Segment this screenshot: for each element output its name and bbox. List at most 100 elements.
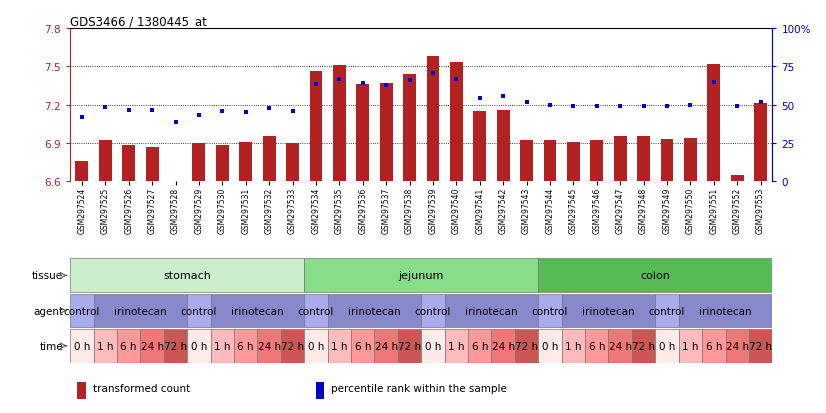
- Text: GDS3466 / 1380445_at: GDS3466 / 1380445_at: [70, 15, 207, 28]
- Bar: [614, 137, 627, 182]
- Bar: [316, 382, 325, 399]
- Text: 24 h: 24 h: [726, 341, 748, 351]
- Point: [99, 104, 112, 111]
- Point: [75, 115, 88, 121]
- Text: control: control: [415, 306, 451, 316]
- Bar: [70, 294, 93, 328]
- Bar: [304, 294, 328, 328]
- Point: [240, 109, 253, 116]
- Text: 72 h: 72 h: [515, 341, 538, 351]
- Bar: [491, 329, 515, 363]
- Point: [216, 108, 229, 115]
- Bar: [234, 329, 258, 363]
- Text: irinotecan: irinotecan: [348, 306, 401, 316]
- Bar: [70, 259, 304, 292]
- Text: 1 h: 1 h: [331, 341, 348, 351]
- Bar: [263, 137, 276, 182]
- Text: 6 h: 6 h: [354, 341, 371, 351]
- Bar: [585, 329, 609, 363]
- Point: [614, 103, 627, 110]
- Bar: [754, 104, 767, 182]
- Bar: [211, 294, 304, 328]
- Point: [544, 102, 557, 109]
- Text: irinotecan: irinotecan: [114, 306, 167, 316]
- Point: [192, 112, 206, 119]
- Point: [707, 79, 720, 85]
- Bar: [544, 141, 557, 182]
- Text: 1 h: 1 h: [682, 341, 699, 351]
- Text: percentile rank within the sample: percentile rank within the sample: [331, 383, 507, 393]
- Bar: [520, 141, 533, 182]
- Bar: [749, 329, 772, 363]
- Bar: [655, 294, 679, 328]
- Bar: [258, 329, 281, 363]
- Point: [263, 106, 276, 112]
- Text: 6 h: 6 h: [589, 341, 605, 351]
- Point: [426, 70, 439, 77]
- Bar: [211, 329, 234, 363]
- Point: [310, 82, 323, 88]
- Bar: [286, 143, 299, 182]
- Bar: [188, 329, 211, 363]
- Bar: [374, 329, 398, 363]
- Bar: [164, 329, 188, 363]
- Bar: [444, 329, 468, 363]
- Bar: [93, 294, 188, 328]
- Bar: [421, 329, 444, 363]
- Text: irinotecan: irinotecan: [582, 306, 635, 316]
- Point: [591, 103, 604, 110]
- Text: 24 h: 24 h: [140, 341, 164, 351]
- Text: jejunum: jejunum: [399, 271, 444, 281]
- Point: [473, 96, 487, 102]
- Bar: [70, 329, 93, 363]
- Bar: [328, 294, 421, 328]
- Point: [333, 76, 346, 83]
- Text: control: control: [64, 306, 100, 316]
- Bar: [637, 137, 650, 182]
- Text: control: control: [532, 306, 568, 316]
- Text: 24 h: 24 h: [375, 341, 397, 351]
- Point: [380, 83, 393, 90]
- Bar: [632, 329, 655, 363]
- Bar: [380, 84, 392, 182]
- Point: [637, 103, 650, 110]
- Bar: [679, 294, 772, 328]
- Bar: [140, 329, 164, 363]
- Text: irinotecan: irinotecan: [231, 306, 284, 316]
- Bar: [702, 329, 725, 363]
- Point: [122, 107, 135, 114]
- Text: 0 h: 0 h: [659, 341, 675, 351]
- Bar: [655, 329, 679, 363]
- Text: 0 h: 0 h: [74, 341, 90, 351]
- Bar: [122, 146, 135, 182]
- Point: [169, 120, 183, 126]
- Bar: [496, 110, 510, 182]
- Text: stomach: stomach: [164, 271, 211, 281]
- Text: agent: agent: [33, 306, 64, 316]
- Bar: [725, 329, 749, 363]
- Text: 24 h: 24 h: [609, 341, 632, 351]
- Bar: [539, 259, 772, 292]
- Text: irinotecan: irinotecan: [465, 306, 518, 316]
- Bar: [93, 329, 117, 363]
- Text: colon: colon: [640, 271, 670, 281]
- Bar: [609, 329, 632, 363]
- Text: 72 h: 72 h: [281, 341, 304, 351]
- Text: 1 h: 1 h: [97, 341, 113, 351]
- Bar: [356, 85, 369, 182]
- Bar: [192, 143, 206, 182]
- Bar: [328, 329, 351, 363]
- Bar: [351, 329, 374, 363]
- Text: control: control: [648, 306, 686, 316]
- Point: [520, 100, 534, 106]
- Text: control: control: [297, 306, 335, 316]
- Bar: [310, 72, 322, 182]
- Bar: [444, 294, 539, 328]
- Text: 6 h: 6 h: [238, 341, 254, 351]
- Bar: [304, 329, 328, 363]
- Point: [660, 103, 673, 110]
- Bar: [216, 146, 229, 182]
- Text: control: control: [181, 306, 217, 316]
- Text: 6 h: 6 h: [705, 341, 722, 351]
- Text: 72 h: 72 h: [749, 341, 772, 351]
